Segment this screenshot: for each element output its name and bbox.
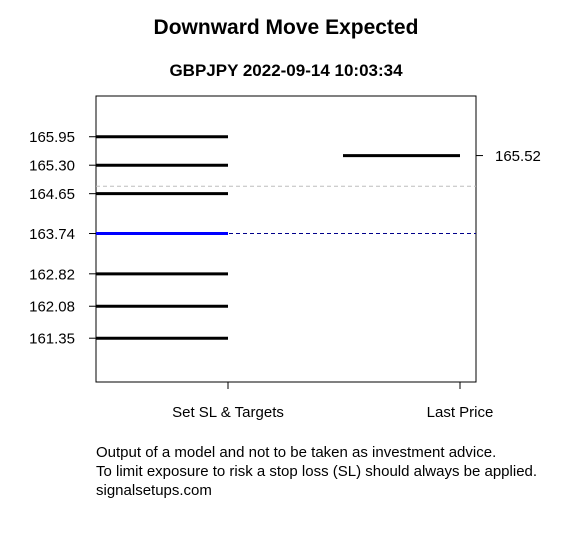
disclaimer-line-2: To limit exposure to risk a stop loss (S…	[96, 463, 538, 480]
y-axis: 165.95 165.30 164.65 163.74 162.82 162.08 161.…	[29, 129, 96, 348]
y-tick-label-6: 162.08	[29, 299, 75, 316]
level-segments	[96, 135, 460, 340]
chart-subtitle: GBPJPY 2022-09-14 10:03:34	[169, 61, 403, 80]
right-axis: 165.52	[476, 148, 541, 165]
y-tick-label-4: 163.74	[29, 226, 75, 243]
y-tick-label-1: 165.95	[29, 129, 75, 146]
x-tick-label-1: Set SL & Targets	[172, 404, 284, 421]
chart-title: Downward Move Expected	[154, 16, 419, 39]
x-axis: Set SL & Targets Last Price	[172, 382, 493, 421]
disclaimer-line-1: Output of a model and not to be taken as…	[96, 444, 497, 461]
disclaimer: Output of a model and not to be taken as…	[96, 443, 537, 500]
x-tick-label-2: Last Price	[427, 404, 494, 421]
plot-area-border	[95, 95, 477, 383]
disclaimer-website: signalsetups.com	[96, 482, 212, 499]
y-tick-label-7: 161.35	[29, 331, 75, 348]
y-tick-label-3: 164.65	[29, 186, 75, 203]
y-tick-label-5: 162.82	[29, 266, 75, 283]
y-tick-label-2: 165.30	[29, 158, 75, 175]
last-price-label: 165.52	[495, 148, 541, 165]
